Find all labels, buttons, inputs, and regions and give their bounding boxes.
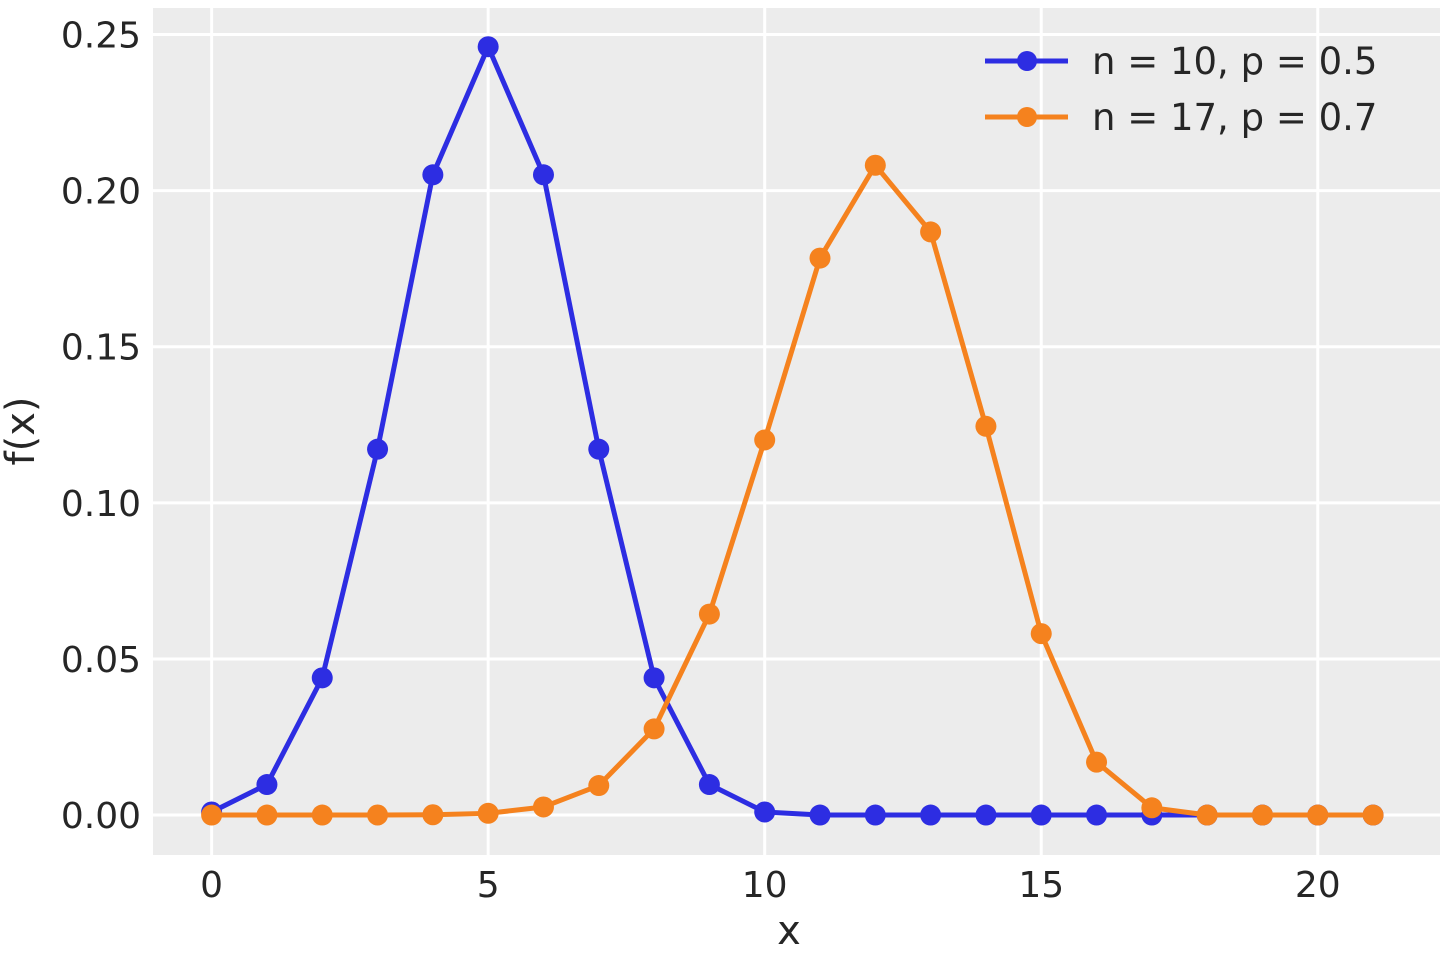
data-point-series-1 (754, 429, 776, 451)
legend-label: n = 10, p = 0.5 (1092, 40, 1377, 83)
x-tick-label-10: 10 (742, 865, 788, 906)
x-tick-label-5: 5 (477, 865, 500, 906)
data-point-series-0 (920, 804, 942, 826)
y-tick-label-0.00: 0.00 (61, 796, 141, 837)
data-point-series-0 (367, 438, 389, 460)
series-line-0 (209, 44, 1376, 818)
data-point-series-1 (975, 415, 997, 437)
data-point-series-0 (588, 438, 610, 460)
data-point-series-0 (698, 774, 720, 796)
y-tick-label-0.05: 0.05 (61, 640, 141, 681)
data-point-series-0 (975, 804, 997, 826)
data-point-series-1 (1086, 751, 1108, 773)
data-point-series-1 (256, 804, 278, 826)
y-axis-label: f(x) (0, 397, 44, 466)
data-point-series-1 (643, 718, 665, 740)
plot-background (153, 8, 1440, 855)
data-point-series-1 (809, 247, 831, 269)
legend-item-series-0: n = 10, p = 0.5 (985, 40, 1377, 83)
data-point-series-1 (1030, 623, 1052, 645)
data-point-series-1 (367, 804, 389, 826)
series-line-1 (209, 162, 1376, 818)
data-point-series-0 (477, 36, 499, 58)
data-point-series-0 (754, 801, 776, 823)
data-point-series-1 (1362, 804, 1384, 826)
data-point-series-1 (1196, 804, 1218, 826)
y-tick-label-0.15: 0.15 (61, 328, 141, 369)
data-point-series-0 (643, 667, 665, 689)
data-point-series-0 (1086, 804, 1108, 826)
data-point-series-1 (311, 804, 333, 826)
data-point-series-0 (864, 804, 886, 826)
data-point-series-1 (698, 603, 720, 625)
data-point-series-1 (532, 796, 554, 818)
y-tick-label-0.10: 0.10 (61, 484, 141, 525)
data-point-series-1 (920, 221, 942, 243)
data-point-series-0 (1030, 804, 1052, 826)
data-point-series-1 (422, 804, 444, 826)
data-point-series-0 (809, 804, 831, 826)
data-point-series-1 (201, 804, 223, 826)
legend-item-series-1: n = 17, p = 0.7 (985, 96, 1377, 139)
legend-label: n = 17, p = 0.7 (1092, 96, 1377, 139)
plot-area: 0 5 10 15 20 0.00 0.05 0.10 0.15 0.20 0.25 (61, 8, 1440, 906)
data-point-series-0 (311, 667, 333, 689)
x-tick-label-0: 0 (200, 865, 223, 906)
data-point-series-1 (1141, 797, 1163, 819)
legend: n = 10, p = 0.5 n = 17, p = 0.7 (985, 40, 1377, 139)
legend-sample-marker-icon (1017, 51, 1037, 71)
y-tick-label-0.25: 0.25 (61, 16, 141, 57)
y-tick-label-0.20: 0.20 (61, 172, 141, 213)
data-point-series-0 (532, 164, 554, 186)
data-point-series-1 (1251, 804, 1273, 826)
legend-sample-marker-icon (1017, 107, 1037, 127)
data-point-series-0 (422, 164, 444, 186)
data-point-series-1 (1307, 804, 1329, 826)
data-point-series-1 (588, 775, 610, 797)
data-point-series-1 (477, 802, 499, 824)
x-tick-label-15: 15 (1018, 865, 1064, 906)
data-point-series-1 (864, 154, 886, 176)
x-tick-label-20: 20 (1295, 865, 1341, 906)
data-point-series-0 (256, 774, 278, 796)
x-axis-label: x (777, 908, 801, 954)
